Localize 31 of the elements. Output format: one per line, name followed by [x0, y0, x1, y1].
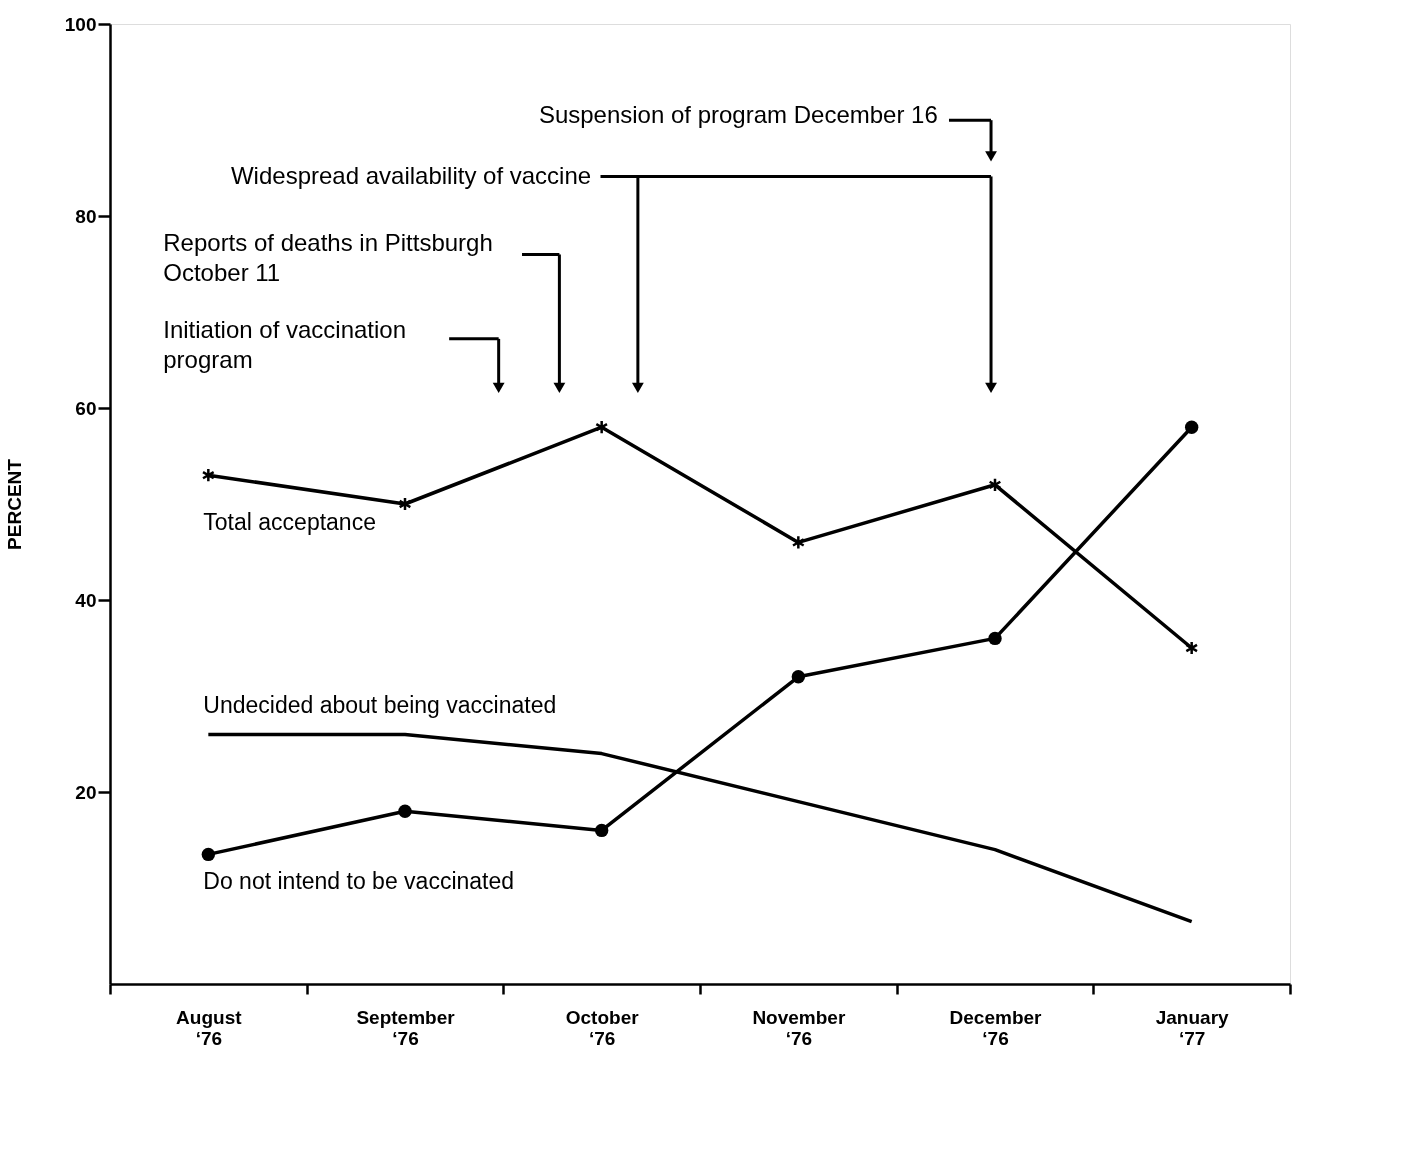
series-label: Total acceptance [203, 509, 376, 536]
point [791, 670, 806, 684]
y-tick-label: 40 [75, 589, 97, 611]
series-label: Do not intend to be vaccinated [203, 868, 515, 895]
point [595, 419, 609, 435]
x-tick-label: September ‘76 [356, 1006, 456, 1049]
point [988, 477, 1002, 493]
annotation: Widespread availability of vaccine [230, 162, 592, 190]
annotation: Reports of deaths in Pittsburgh October 11 [163, 228, 493, 286]
y-tick-label: 80 [75, 205, 97, 227]
point [1185, 640, 1199, 656]
x-tick-label: January ‘77 [1155, 1006, 1230, 1049]
y-tick-label: 100 [64, 13, 97, 35]
point [398, 804, 412, 818]
y-tick-label: 60 [75, 397, 97, 419]
x-tick-label: August ‘76 [176, 1006, 243, 1049]
annotation: Suspension of program December 16 [538, 100, 938, 128]
point [201, 467, 215, 483]
series-label: Undecided about being vaccinated [203, 692, 557, 719]
point [791, 535, 805, 550]
point [988, 631, 1002, 646]
point [594, 823, 609, 838]
point [201, 847, 216, 862]
point [1184, 420, 1199, 434]
y-tick-label: 20 [75, 781, 97, 803]
y-axis-title: PERCENT [3, 458, 25, 550]
annotation: Initiation of vaccination program [163, 315, 407, 373]
x-tick-label: December ‘76 [949, 1006, 1043, 1049]
x-tick-label: October ‘76 [565, 1006, 640, 1049]
point [398, 496, 412, 512]
x-tick-label: November ‘76 [752, 1006, 846, 1049]
